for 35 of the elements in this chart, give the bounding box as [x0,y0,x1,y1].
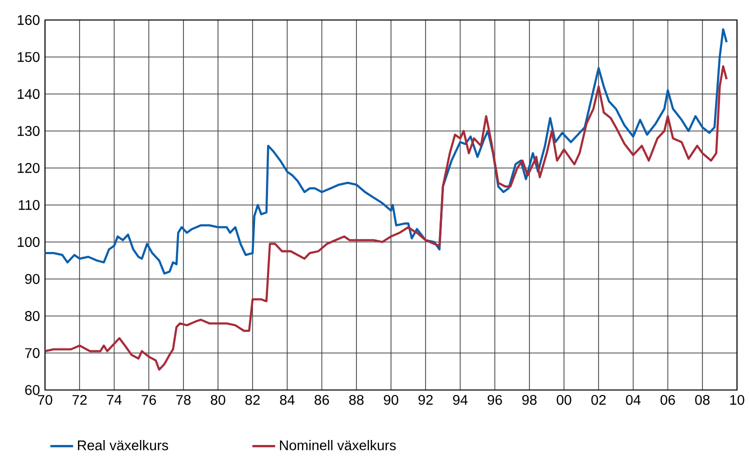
y-tick-label: 130 [18,126,40,136]
y-tick-label: 60 [25,385,40,395]
y-tick-label: 150 [18,52,40,62]
x-tick-label: 10 [730,394,744,405]
x-tick-label: 94 [453,394,468,405]
x-tick-label: 88 [349,394,364,405]
y-tick-label: 140 [18,89,40,99]
y-tick-label: 100 [18,237,40,247]
x-tick-label: 72 [72,394,87,405]
y-tick-label: 110 [18,200,40,210]
x-tick-label: 00 [556,394,572,405]
y-tick-label: 80 [25,311,40,321]
x-tick-label: 84 [280,394,295,405]
x-tick-label: 92 [418,394,433,405]
x-tick-label: 06 [660,394,675,405]
x-tick-label: 76 [142,394,156,405]
y-tick-label: 70 [25,348,40,358]
legend-label: Real växelkurs [78,440,168,450]
x-tick-label: 98 [522,394,537,405]
x-tick-label: 74 [107,394,122,405]
x-tick-label: 70 [38,394,52,405]
x-tick-label: 04 [626,394,641,405]
y-tick-label: 120 [18,163,40,173]
line-series [45,28,728,275]
x-tick-label: 78 [176,394,191,405]
x-tick-label: 80 [210,394,226,405]
x-tick-label: 82 [245,394,260,405]
y-tick-label: 160 [18,15,40,25]
x-tick-label: 90 [384,394,398,405]
x-tick-label: 86 [314,394,329,405]
y-tick-label: 90 [25,274,40,284]
x-tick-label: 08 [695,394,710,405]
x-tick-label: 96 [488,394,502,405]
legend-label: Nominell växelkurs [280,440,396,450]
x-tick-label: 02 [591,394,606,405]
